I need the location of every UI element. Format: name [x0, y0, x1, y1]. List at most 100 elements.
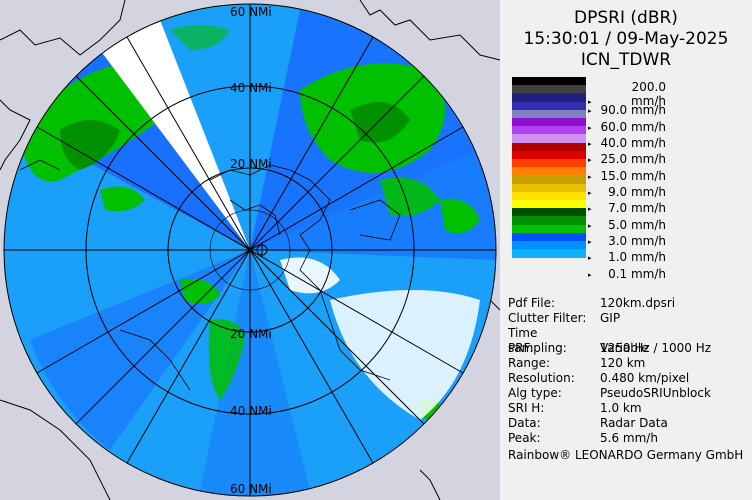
metadata-row: Data: Radar Data [508, 416, 668, 431]
legend-value: 15.0 mm/h [600, 169, 666, 183]
metadata-value: Radar Data [600, 416, 668, 430]
legend-swatch [512, 249, 586, 258]
legend-swatch [512, 224, 586, 234]
ring-label-40-bottom: 40 NMi [230, 404, 272, 418]
metadata-key: Clutter Filter: [508, 311, 587, 325]
legend-value: 25.0 mm/h [600, 152, 666, 166]
legend-label: ▸ 90.0 mm/h [588, 103, 666, 117]
metadata-key: Time sampling: [508, 326, 567, 355]
legend-swatch [512, 159, 586, 168]
metadata-row: PRF: 1250 Hz / 1000 Hz [508, 341, 711, 356]
legend-label: ▸ 1.0 mm/h [588, 250, 666, 264]
metadata-key: Peak: [508, 431, 541, 445]
legend-label: ▸ 7.0 mm/h [588, 201, 666, 215]
azimuth-lines [4, 4, 496, 496]
metadata-key: PRF: [508, 341, 534, 355]
ring-label-60-bottom: 60 NMi [230, 482, 272, 496]
legend-swatch [512, 232, 586, 242]
ring-label-60-top: 60 NMi [230, 5, 272, 19]
radar-image: 60 NMi 40 NMi 20 NMi 20 NMi 40 NMi 60 NM… [0, 0, 500, 500]
legend-arrow-icon: ▸ [588, 237, 592, 246]
legend-arrow-icon: ▸ [588, 97, 592, 106]
legend-value: 9.0 mm/h [608, 185, 666, 199]
legend-label: ▸ 25.0 mm/h [588, 152, 666, 166]
ring-label-40-top: 40 NMi [230, 81, 272, 95]
legend-swatch [512, 126, 586, 135]
legend-arrow-icon: ▸ [588, 106, 592, 115]
legend-swatch [512, 142, 586, 152]
legend-label: ▸ 15.0 mm/h [588, 169, 666, 183]
legend-value: 90.0 mm/h [600, 103, 666, 117]
legend-value: 3.0 mm/h [608, 234, 666, 248]
legend-value: 200.0 mm/h [630, 80, 666, 108]
metadata-row: Resolution: 0.480 km/pixel [508, 371, 689, 386]
legend-value: 60.0 mm/h [600, 120, 666, 134]
legend-swatch [512, 93, 586, 102]
coastline-outlines [0, 0, 500, 500]
metadata-row: Clutter Filter: GIP [508, 311, 620, 326]
radar-map[interactable]: 60 NMi 40 NMi 20 NMi 20 NMi 40 NMi 60 NM… [0, 0, 500, 500]
legend-arrow-icon: ▸ [588, 253, 592, 262]
legend-value: 7.0 mm/h [608, 201, 666, 215]
legend-value: 0.1 mm/h [608, 267, 666, 281]
legend-swatch [512, 118, 586, 127]
legend-swatch [512, 77, 586, 86]
legend-swatch [512, 167, 586, 176]
legend-label: ▸ 200.0 mm/h [588, 80, 666, 108]
metadata-value: GIP [600, 311, 621, 325]
metadata-row: SRI H: 1.0 km [508, 401, 642, 416]
metadata-value: Variable [600, 341, 649, 355]
footer-credit: Rainbow® LEONARDO Germany GmbH [508, 448, 744, 462]
legend-swatch [512, 150, 586, 160]
radar-title: ICN_TDWR [580, 50, 672, 70]
legend-label: ▸ 0.1 mm/h [588, 267, 666, 281]
metadata-value: 1.0 km [600, 401, 642, 415]
legend-swatch [512, 85, 586, 94]
legend-label: ▸ 60.0 mm/h [588, 120, 666, 134]
legend-swatch [512, 109, 586, 119]
metadata-row: Peak: 5.6 mm/h [508, 431, 658, 446]
metadata-key: SRI H: [508, 401, 545, 415]
metadata-row: Alg type: PseudoSRIUnblock [508, 386, 711, 401]
legend-label: ▸ 40.0 mm/h [588, 136, 666, 150]
ring-label-20-top: 20 NMi [230, 157, 272, 171]
metadata-key: Pdf File: [508, 296, 556, 310]
product-title: DPSRI (dBR) [574, 8, 678, 28]
metadata-value: 0.480 km/pixel [600, 371, 690, 385]
legend-label: ▸ 5.0 mm/h [588, 218, 666, 232]
legend-swatch [512, 183, 586, 193]
metadata-row: Range: 120 km [508, 356, 645, 371]
metadata-value: 120 km [600, 356, 646, 370]
legend-label: ▸ 3.0 mm/h [588, 234, 666, 248]
legend-arrow-icon: ▸ [588, 221, 592, 230]
legend-arrow-icon: ▸ [588, 123, 592, 132]
radar-site-icon[interactable] [255, 243, 269, 257]
metadata-value: 5.6 mm/h [600, 431, 658, 445]
metadata-key: Alg type: [508, 386, 562, 400]
metadata-value: PseudoSRIUnblock [600, 386, 711, 400]
legend-arrow-icon: ▸ [588, 270, 592, 279]
legend-swatch [512, 191, 586, 201]
metadata-row: Time sampling: Variable [508, 326, 649, 356]
legend-value: 40.0 mm/h [600, 136, 666, 150]
legend-swatch [512, 175, 586, 184]
metadata-key: Data: [508, 416, 541, 430]
ring-label-20-bottom: 20 NMi [230, 327, 272, 341]
metadata-key: Resolution: [508, 371, 575, 385]
legend-label: ▸ 9.0 mm/h [588, 185, 666, 199]
legend-swatch [512, 216, 586, 225]
metadata-key: Range: [508, 356, 551, 370]
legend-arrow-icon: ▸ [588, 204, 592, 213]
legend-value: 5.0 mm/h [608, 218, 666, 232]
datetime-title: 15:30:01 / 09-May-2025 [523, 29, 729, 49]
legend-swatch [512, 134, 586, 143]
legend-swatch [512, 241, 586, 250]
info-panel: DPSRI (dBR) 15:30:01 / 09-May-2025 ICN_T… [500, 0, 752, 500]
legend-arrow-icon: ▸ [588, 188, 592, 197]
legend-arrow-icon: ▸ [588, 139, 592, 148]
metadata-row: Pdf File: 120km.dpsri [508, 296, 675, 311]
legend-arrow-icon: ▸ [588, 155, 592, 164]
legend-swatch [512, 200, 586, 209]
metadata-value: 120km.dpsri [600, 296, 676, 310]
metadata-value: 1250 Hz / 1000 Hz [600, 341, 712, 355]
